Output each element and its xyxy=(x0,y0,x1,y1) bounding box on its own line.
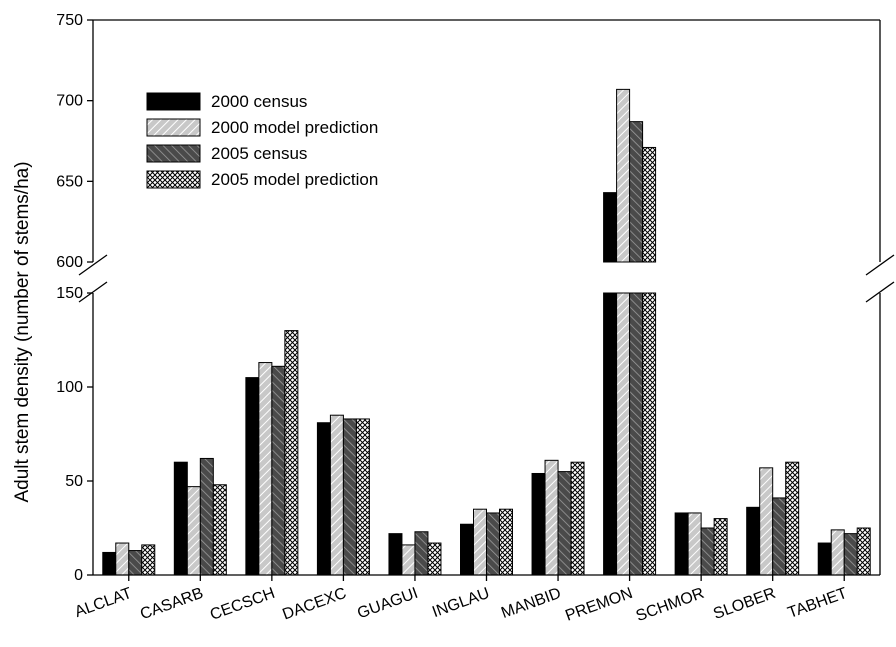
break-mark-right-upper xyxy=(865,254,895,276)
bar-slober-s2 xyxy=(759,467,774,576)
bar-cecsch-s4 xyxy=(284,330,299,576)
y-tick-label-0: 0 xyxy=(74,567,83,584)
bar-slober-s1 xyxy=(746,506,761,576)
bar-premon-s1-lower xyxy=(603,292,618,576)
legend-label-3: 2005 census xyxy=(211,144,307,163)
bar-manbid-s4 xyxy=(570,461,585,576)
bar-schmor-s1 xyxy=(674,512,689,576)
bar-tabhet-s2 xyxy=(830,529,845,576)
legend-swatch-3 xyxy=(146,144,201,163)
bar-schmor-s4 xyxy=(713,518,728,576)
x-label-alclat: ALCLAT xyxy=(73,585,135,621)
bar-inglau-s4 xyxy=(499,508,513,576)
bar-premon-s2-lower xyxy=(616,292,631,576)
break-mark-left-lower xyxy=(78,281,108,303)
bar-premon-s4-upper xyxy=(642,146,657,263)
axes-layer xyxy=(73,19,896,581)
y-tick-label-100: 100 xyxy=(56,379,83,396)
bar-inglau-s3 xyxy=(486,512,500,576)
break-mark-right-lower xyxy=(865,281,895,303)
legend-swatch-4 xyxy=(146,170,201,189)
bar-inglau-s1 xyxy=(460,523,474,576)
bar-dacexc-s3 xyxy=(342,418,357,576)
bar-casarb-s1 xyxy=(173,461,188,576)
bar-slober-s3 xyxy=(772,497,787,576)
bar-premon-s4-lower xyxy=(642,292,657,576)
bar-guagui-s3 xyxy=(414,531,429,576)
bar-cecsch-s1 xyxy=(245,377,260,576)
legend-label-4: 2005 model prediction xyxy=(211,170,378,189)
y-tick-labels: 0 50 100 150 600 650 700 750 xyxy=(56,12,83,584)
bar-manbid-s3 xyxy=(557,471,572,576)
bar-slober-s4 xyxy=(785,461,800,576)
bar-alclat-s4 xyxy=(141,544,156,576)
bar-guagui-s2 xyxy=(401,544,416,576)
x-label-tabhet: TABHET xyxy=(786,585,850,622)
bar-casarb-s4 xyxy=(212,484,227,576)
x-label-slober: SLOBER xyxy=(711,585,778,623)
bar-cecsch-s3 xyxy=(271,365,286,576)
bar-tabhet-s1 xyxy=(817,542,832,576)
bar-dacexc-s1 xyxy=(316,422,331,576)
bar-dacexc-s2 xyxy=(329,414,344,576)
y-tick-label-150: 150 xyxy=(56,285,83,302)
break-mark-left-upper xyxy=(78,254,108,276)
x-category-labels: ALCLAT CASARB CECSCH DACEXC GUAGUI INGLAU MANB… xyxy=(73,585,850,625)
axis-break-gap xyxy=(73,263,896,292)
bar-guagui-s1 xyxy=(388,533,403,576)
legend-label-2: 2000 model prediction xyxy=(211,118,378,137)
y-tick-label-750: 750 xyxy=(56,12,83,29)
x-label-schmor: SCHMOR xyxy=(634,585,707,625)
bar-premon-s2-upper xyxy=(616,88,631,263)
bar-dacexc-s4 xyxy=(355,418,370,576)
x-label-cecsch: CECSCH xyxy=(208,585,277,624)
x-label-casarb: CASARB xyxy=(138,585,206,623)
bar-premon-s3-upper xyxy=(629,121,644,263)
bar-tabhet-s3 xyxy=(843,533,858,576)
legend-swatch-1 xyxy=(146,92,201,111)
bar-tabhet-s4 xyxy=(856,527,871,576)
x-label-premon: PREMON xyxy=(563,585,635,625)
x-label-guagui: GUAGUI xyxy=(355,585,420,623)
x-label-inglau: INGLAU xyxy=(430,585,492,621)
legend: 2000 census 2000 model prediction 2005 cen… xyxy=(146,92,378,189)
bar-cecsch-s2 xyxy=(258,362,273,576)
bar-manbid-s2 xyxy=(544,459,559,576)
y-axis-title: Adult stem density (number of stems/ha) xyxy=(12,161,33,502)
bar-inglau-s2 xyxy=(473,508,487,576)
x-label-dacexc: DACEXC xyxy=(280,585,348,624)
bar-alclat-s1 xyxy=(102,551,117,576)
bar-casarb-s2 xyxy=(186,486,201,576)
bar-premon-s1-upper xyxy=(603,192,618,263)
bar-alclat-s2 xyxy=(115,542,130,576)
bar-manbid-s1 xyxy=(531,472,546,576)
legend-swatch-2 xyxy=(146,118,201,137)
y-tick-label-650: 650 xyxy=(56,173,83,190)
x-label-manbid: MANBID xyxy=(499,585,563,622)
bar-guagui-s4 xyxy=(427,542,442,576)
bar-alclat-s3 xyxy=(128,550,143,576)
legend-label-1: 2000 census xyxy=(211,92,307,111)
y-tick-label-700: 700 xyxy=(56,93,83,110)
bar-premon-s3-lower xyxy=(629,292,644,576)
bar-schmor-s2 xyxy=(687,512,702,576)
bar-schmor-s3 xyxy=(700,527,715,576)
y-tick-label-50: 50 xyxy=(65,473,83,490)
bar-casarb-s3 xyxy=(199,457,214,576)
y-tick-label-600: 600 xyxy=(56,254,83,271)
